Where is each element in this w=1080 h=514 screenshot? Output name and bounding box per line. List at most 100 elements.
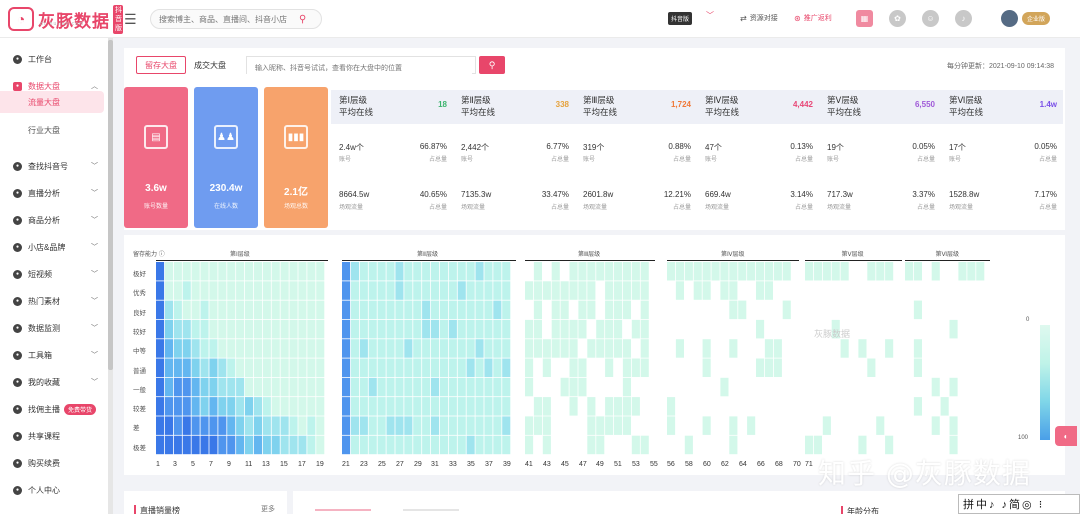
heat-cell[interactable] (218, 339, 227, 358)
heat-cell[interactable] (218, 397, 227, 416)
heat-cell[interactable] (182, 262, 191, 281)
user-icon[interactable]: ☺ (922, 10, 939, 27)
heat-cell[interactable] (156, 358, 165, 378)
heat-cell[interactable] (493, 397, 502, 416)
heat-cell[interactable] (720, 377, 729, 397)
heat-cell[interactable] (622, 377, 631, 397)
summary-card[interactable]: ▤ 3.6w 账号数量 (124, 87, 188, 228)
heat-cell[interactable] (457, 397, 466, 416)
heat-cell[interactable] (720, 262, 729, 281)
heat-cell[interactable] (316, 435, 325, 455)
heat-cell[interactable] (551, 319, 560, 339)
heat-cell[interactable] (569, 358, 578, 378)
heat-cell[interactable] (475, 262, 484, 281)
heat-cell[interactable] (448, 319, 457, 339)
heat-cell[interactable] (457, 435, 466, 455)
heat-cell[interactable] (245, 281, 254, 300)
heat-cell[interactable] (831, 319, 840, 339)
heat-cell[interactable] (813, 435, 822, 455)
avatar[interactable] (1001, 10, 1018, 27)
heat-cell[interactable] (525, 416, 534, 435)
heat-cell[interactable] (164, 358, 173, 378)
heat-cell[interactable] (289, 435, 298, 455)
heat-cell[interactable] (605, 358, 614, 378)
heat-cell[interactable] (413, 339, 422, 358)
heat-cell[interactable] (156, 377, 165, 397)
heat-cell[interactable] (693, 262, 702, 281)
heat-cell[interactable] (307, 300, 316, 320)
heat-cell[interactable] (702, 416, 711, 435)
heat-cell[interactable] (484, 397, 493, 416)
heat-cell[interactable] (702, 358, 711, 378)
heat-cell[interactable] (913, 397, 922, 416)
heat-cell[interactable] (729, 435, 738, 455)
heat-cell[interactable] (466, 281, 475, 300)
heat-cell[interactable] (316, 319, 325, 339)
ime-toolbar[interactable]: 拼中♪ ♪简◎ ⁝ (958, 494, 1080, 514)
heat-cell[interactable] (675, 281, 684, 300)
heat-cell[interactable] (756, 281, 765, 300)
heat-cell[interactable] (640, 262, 649, 281)
heat-cell[interactable] (200, 339, 209, 358)
heat-cell[interactable] (413, 300, 422, 320)
heat-cell[interactable] (858, 339, 867, 358)
heat-cell[interactable] (502, 435, 511, 455)
heat-cell[interactable] (448, 281, 457, 300)
platform-selector[interactable]: 抖音版 (668, 12, 693, 25)
heat-cell[interactable] (858, 435, 867, 455)
heat-cell[interactable] (578, 358, 587, 378)
heat-cell[interactable] (350, 358, 359, 378)
heat-cell[interactable] (156, 319, 165, 339)
heat-cell[interactable] (596, 416, 605, 435)
heat-cell[interactable] (236, 300, 245, 320)
heat-cell[interactable] (813, 262, 822, 281)
heat-cell[interactable] (209, 435, 218, 455)
heat-cell[interactable] (502, 300, 511, 320)
heat-cell[interactable] (525, 358, 534, 378)
heat-cell[interactable] (560, 281, 569, 300)
heat-cell[interactable] (940, 397, 949, 416)
heat-cell[interactable] (200, 397, 209, 416)
heat-cell[interactable] (782, 262, 791, 281)
heat-cell[interactable] (182, 300, 191, 320)
heat-cell[interactable] (350, 339, 359, 358)
heat-cell[interactable] (431, 377, 440, 397)
heat-cell[interactable] (377, 416, 386, 435)
heat-cell[interactable] (173, 319, 182, 339)
heat-cell[interactable] (245, 435, 254, 455)
heat-cell[interactable] (684, 435, 693, 455)
heat-cell[interactable] (631, 435, 640, 455)
heat-cell[interactable] (675, 262, 684, 281)
heat-cell[interactable] (448, 358, 457, 378)
heat-cell[interactable] (587, 435, 596, 455)
heat-cell[interactable] (236, 281, 245, 300)
heat-cell[interactable] (386, 262, 395, 281)
heat-cell[interactable] (551, 281, 560, 300)
heat-cell[interactable] (307, 377, 316, 397)
heat-cell[interactable] (931, 377, 940, 397)
heat-cell[interactable] (493, 300, 502, 320)
heat-cell[interactable] (368, 358, 377, 378)
heat-cell[interactable] (156, 435, 165, 455)
heat-cell[interactable] (316, 262, 325, 281)
heat-cell[interactable] (605, 281, 614, 300)
heat-cell[interactable] (475, 377, 484, 397)
heat-cell[interactable] (395, 358, 404, 378)
enterprise-badge[interactable]: 企业版 (1022, 12, 1051, 25)
heat-cell[interactable] (640, 281, 649, 300)
heat-cell[interactable] (422, 435, 431, 455)
heat-cell[interactable] (200, 319, 209, 339)
heat-cell[interactable] (342, 397, 351, 416)
heat-cell[interactable] (236, 358, 245, 378)
sidebar-sub-item[interactable]: 流量大盘 (0, 91, 104, 113)
heat-cell[interactable] (605, 397, 614, 416)
heat-cell[interactable] (667, 262, 676, 281)
sidebar-item-5[interactable]: ● 小店&品牌 ﹀ (0, 235, 108, 259)
heat-cell[interactable] (484, 300, 493, 320)
heat-cell[interactable] (466, 319, 475, 339)
heat-cell[interactable] (342, 377, 351, 397)
heat-cell[interactable] (542, 339, 551, 358)
heat-cell[interactable] (182, 397, 191, 416)
heat-cell[interactable] (404, 281, 413, 300)
heat-cell[interactable] (747, 262, 756, 281)
